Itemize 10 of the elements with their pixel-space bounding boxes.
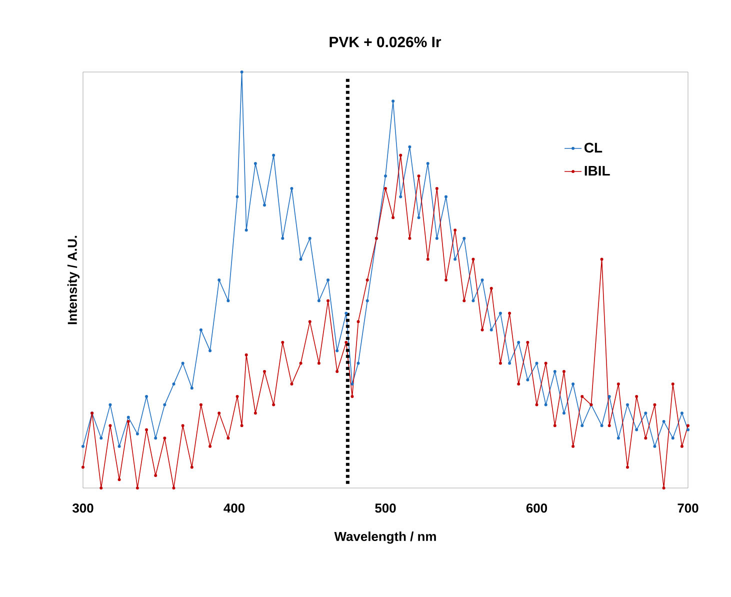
y-axis-title: Intensity / A.U. [67,236,80,324]
x-tick-label: 600 [526,504,548,513]
chart-title: PVK + 0.026% Ir [330,36,442,48]
x-axis-title: Wavelength / nm [334,532,436,544]
legend-label: IBIL [584,166,610,176]
x-tick-label: 500 [375,504,396,513]
x-tick-label: 700 [678,504,698,513]
legend-label: CL [584,142,602,153]
x-tick-label: 300 [72,504,94,513]
x-tick-label: 400 [224,504,245,513]
